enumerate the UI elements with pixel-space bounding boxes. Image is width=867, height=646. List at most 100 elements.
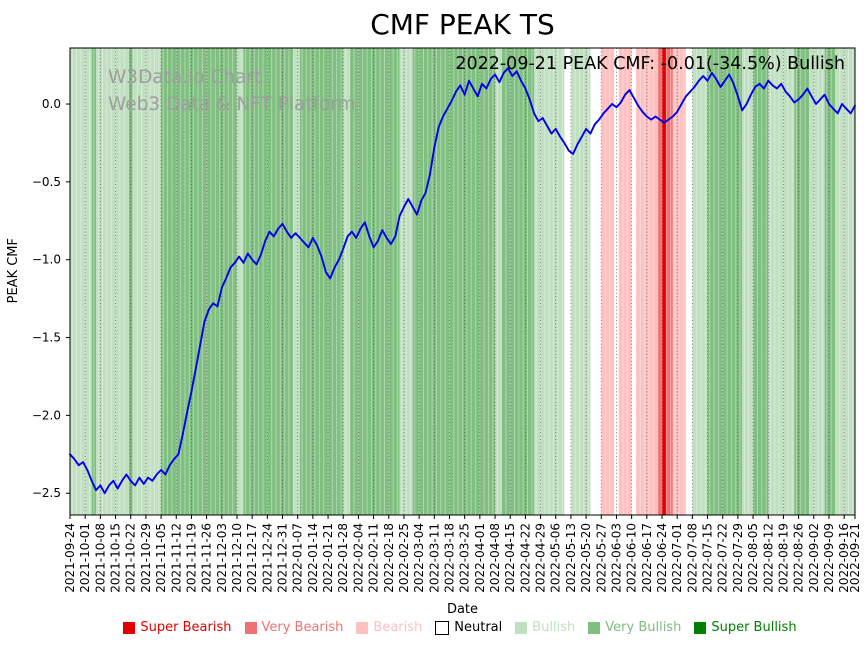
x-tick-label: 2022-07-29	[731, 523, 745, 593]
legend-item-super-bullish: Super Bullish	[694, 620, 797, 635]
legend-label: Neutral	[454, 620, 503, 635]
watermark: W3Data.io Chart Web3 Data & NFT Platform	[108, 64, 356, 118]
sentiment-band-bullish	[70, 48, 92, 515]
legend-swatch-very-bearish	[244, 621, 257, 634]
x-tick-label: 2022-08-19	[776, 523, 790, 593]
x-tick-label: 2022-02-04	[351, 523, 365, 593]
legend-item-very-bullish: Very Bullish	[588, 620, 681, 635]
x-tick-label: 2021-12-31	[276, 523, 290, 593]
x-tick-label: 2022-02-11	[367, 523, 381, 593]
legend-swatch-very-bullish	[588, 621, 601, 634]
x-tick-label: 2021-10-15	[109, 523, 123, 593]
y-tick-label: 0.0	[42, 97, 61, 111]
y-tick-label: −1.0	[32, 253, 61, 267]
legend-label: Bullish	[532, 620, 576, 635]
y-tick-label: −2.0	[32, 408, 61, 422]
x-tick-label: 2021-12-24	[260, 523, 274, 593]
legend-item-bearish: Bearish	[356, 620, 422, 635]
x-tick-label: 2022-06-24	[655, 523, 669, 593]
legend-label: Very Bearish	[261, 620, 344, 635]
x-tick-label: 2021-10-01	[78, 523, 92, 593]
watermark-line2: Web3 Data & NFT Platform	[108, 94, 356, 115]
x-tick-label: 2022-08-26	[792, 523, 806, 593]
y-tick-label: −2.5	[32, 486, 61, 500]
legend: Super Bearish Very Bearish Bearish Neutr…	[60, 620, 860, 635]
x-tick-label: 2022-05-13	[564, 523, 578, 593]
sentiment-band-bearish	[635, 48, 658, 515]
x-tick-label: 2021-12-10	[230, 523, 244, 593]
legend-label: Bearish	[373, 620, 423, 635]
sentiment-band-neutral	[685, 48, 693, 515]
sentiment-band-very_bullish	[299, 48, 344, 515]
sentiment-band-very_bullish	[412, 48, 496, 515]
x-tick-label: 2022-09-09	[822, 523, 836, 593]
x-tick-label: 2022-01-14	[306, 523, 320, 593]
sentiment-band-neutral	[614, 48, 619, 515]
x-tick-label: 2022-01-28	[336, 523, 350, 593]
sentiment-band-bullish	[293, 48, 300, 515]
x-tick-label: 2022-01-21	[321, 523, 335, 593]
x-tick-label: 2021-10-22	[124, 523, 138, 593]
x-tick-label: 2022-03-18	[443, 523, 457, 593]
x-tick-label: 2022-09-16	[837, 523, 851, 593]
sentiment-band-bullish	[809, 48, 825, 515]
sentiment-band-bullish	[570, 48, 591, 515]
legend-item-very-bearish: Very Bearish	[244, 620, 344, 635]
x-tick-label: 2022-07-22	[716, 523, 730, 593]
sentiment-band-very_bearish	[666, 48, 673, 515]
sentiment-band-very_bullish	[243, 48, 294, 515]
x-tick-label: 2022-09-21	[848, 523, 862, 593]
x-tick-label: 2022-03-25	[458, 523, 472, 593]
x-tick-label: 2022-04-01	[473, 523, 487, 593]
legend-swatch-bearish	[356, 621, 369, 634]
sentiment-band-very_bullish	[753, 48, 769, 515]
legend-item-bullish: Bullish	[515, 620, 575, 635]
x-tick-label: 2021-10-29	[139, 523, 153, 593]
sentiment-band-very_bearish	[657, 48, 663, 515]
x-tick-label: 2022-07-15	[701, 523, 715, 593]
x-tick-label: 2021-12-03	[215, 523, 229, 593]
sentiment-band-bullish	[96, 48, 129, 515]
sentiment-band-very_bullish	[824, 48, 836, 515]
x-tick-label: 2022-04-29	[534, 523, 548, 593]
x-tick-label: 2021-12-17	[245, 523, 259, 593]
x-axis-label: Date	[446, 602, 479, 617]
x-tick-label: 2022-03-04	[412, 523, 426, 593]
peak-cmf-annotation: 2022-09-21 PEAK CMF: -0.01(-34.5%) Bulli…	[455, 54, 845, 74]
legend-swatch-neutral	[435, 620, 450, 635]
x-tick-label: 2022-05-20	[579, 523, 593, 593]
sentiment-band-super_bearish	[662, 48, 667, 515]
legend-swatch-bullish	[515, 621, 528, 634]
sentiment-band-bullish	[768, 48, 795, 515]
x-tick-label: 2022-07-01	[670, 523, 684, 593]
x-tick-label: 2021-10-08	[93, 523, 107, 593]
sentiment-band-very_bullish	[91, 48, 97, 515]
sentiment-band-bullish	[399, 48, 413, 515]
x-tick-label: 2021-09-24	[63, 523, 77, 593]
x-tick-label: 2022-08-05	[746, 523, 760, 593]
chart-title: CMF PEAK TS	[370, 8, 555, 41]
sentiment-band-bearish	[618, 48, 632, 515]
x-tick-label: 2022-01-07	[291, 523, 305, 593]
x-tick-label: 2022-04-22	[518, 523, 532, 593]
sentiment-band-bearish	[601, 48, 615, 515]
axes-frame	[69, 47, 856, 516]
sentiment-band-bullish	[343, 48, 350, 515]
y-axis-label: PEAK CMF	[6, 238, 21, 304]
x-tick-label: 2022-02-25	[397, 523, 411, 593]
x-tick-label: 2022-05-06	[549, 523, 563, 593]
x-tick-label: 2022-03-11	[427, 523, 441, 593]
x-tick-label: 2021-11-05	[154, 523, 168, 593]
legend-label: Super Bearish	[140, 620, 232, 635]
sentiment-band-neutral	[590, 48, 602, 515]
watermark-line1: W3Data.io Chart	[108, 67, 262, 88]
x-tick-label: 2022-09-02	[807, 523, 821, 593]
sentiment-band-bullish	[534, 48, 565, 515]
sentiment-band-bullish	[692, 48, 708, 515]
sentiment-band-bullish	[236, 48, 244, 515]
x-tick-label: 2022-08-12	[761, 523, 775, 593]
sentiment-band-bullish	[835, 48, 855, 515]
sentiment-band-neutral	[631, 48, 636, 515]
